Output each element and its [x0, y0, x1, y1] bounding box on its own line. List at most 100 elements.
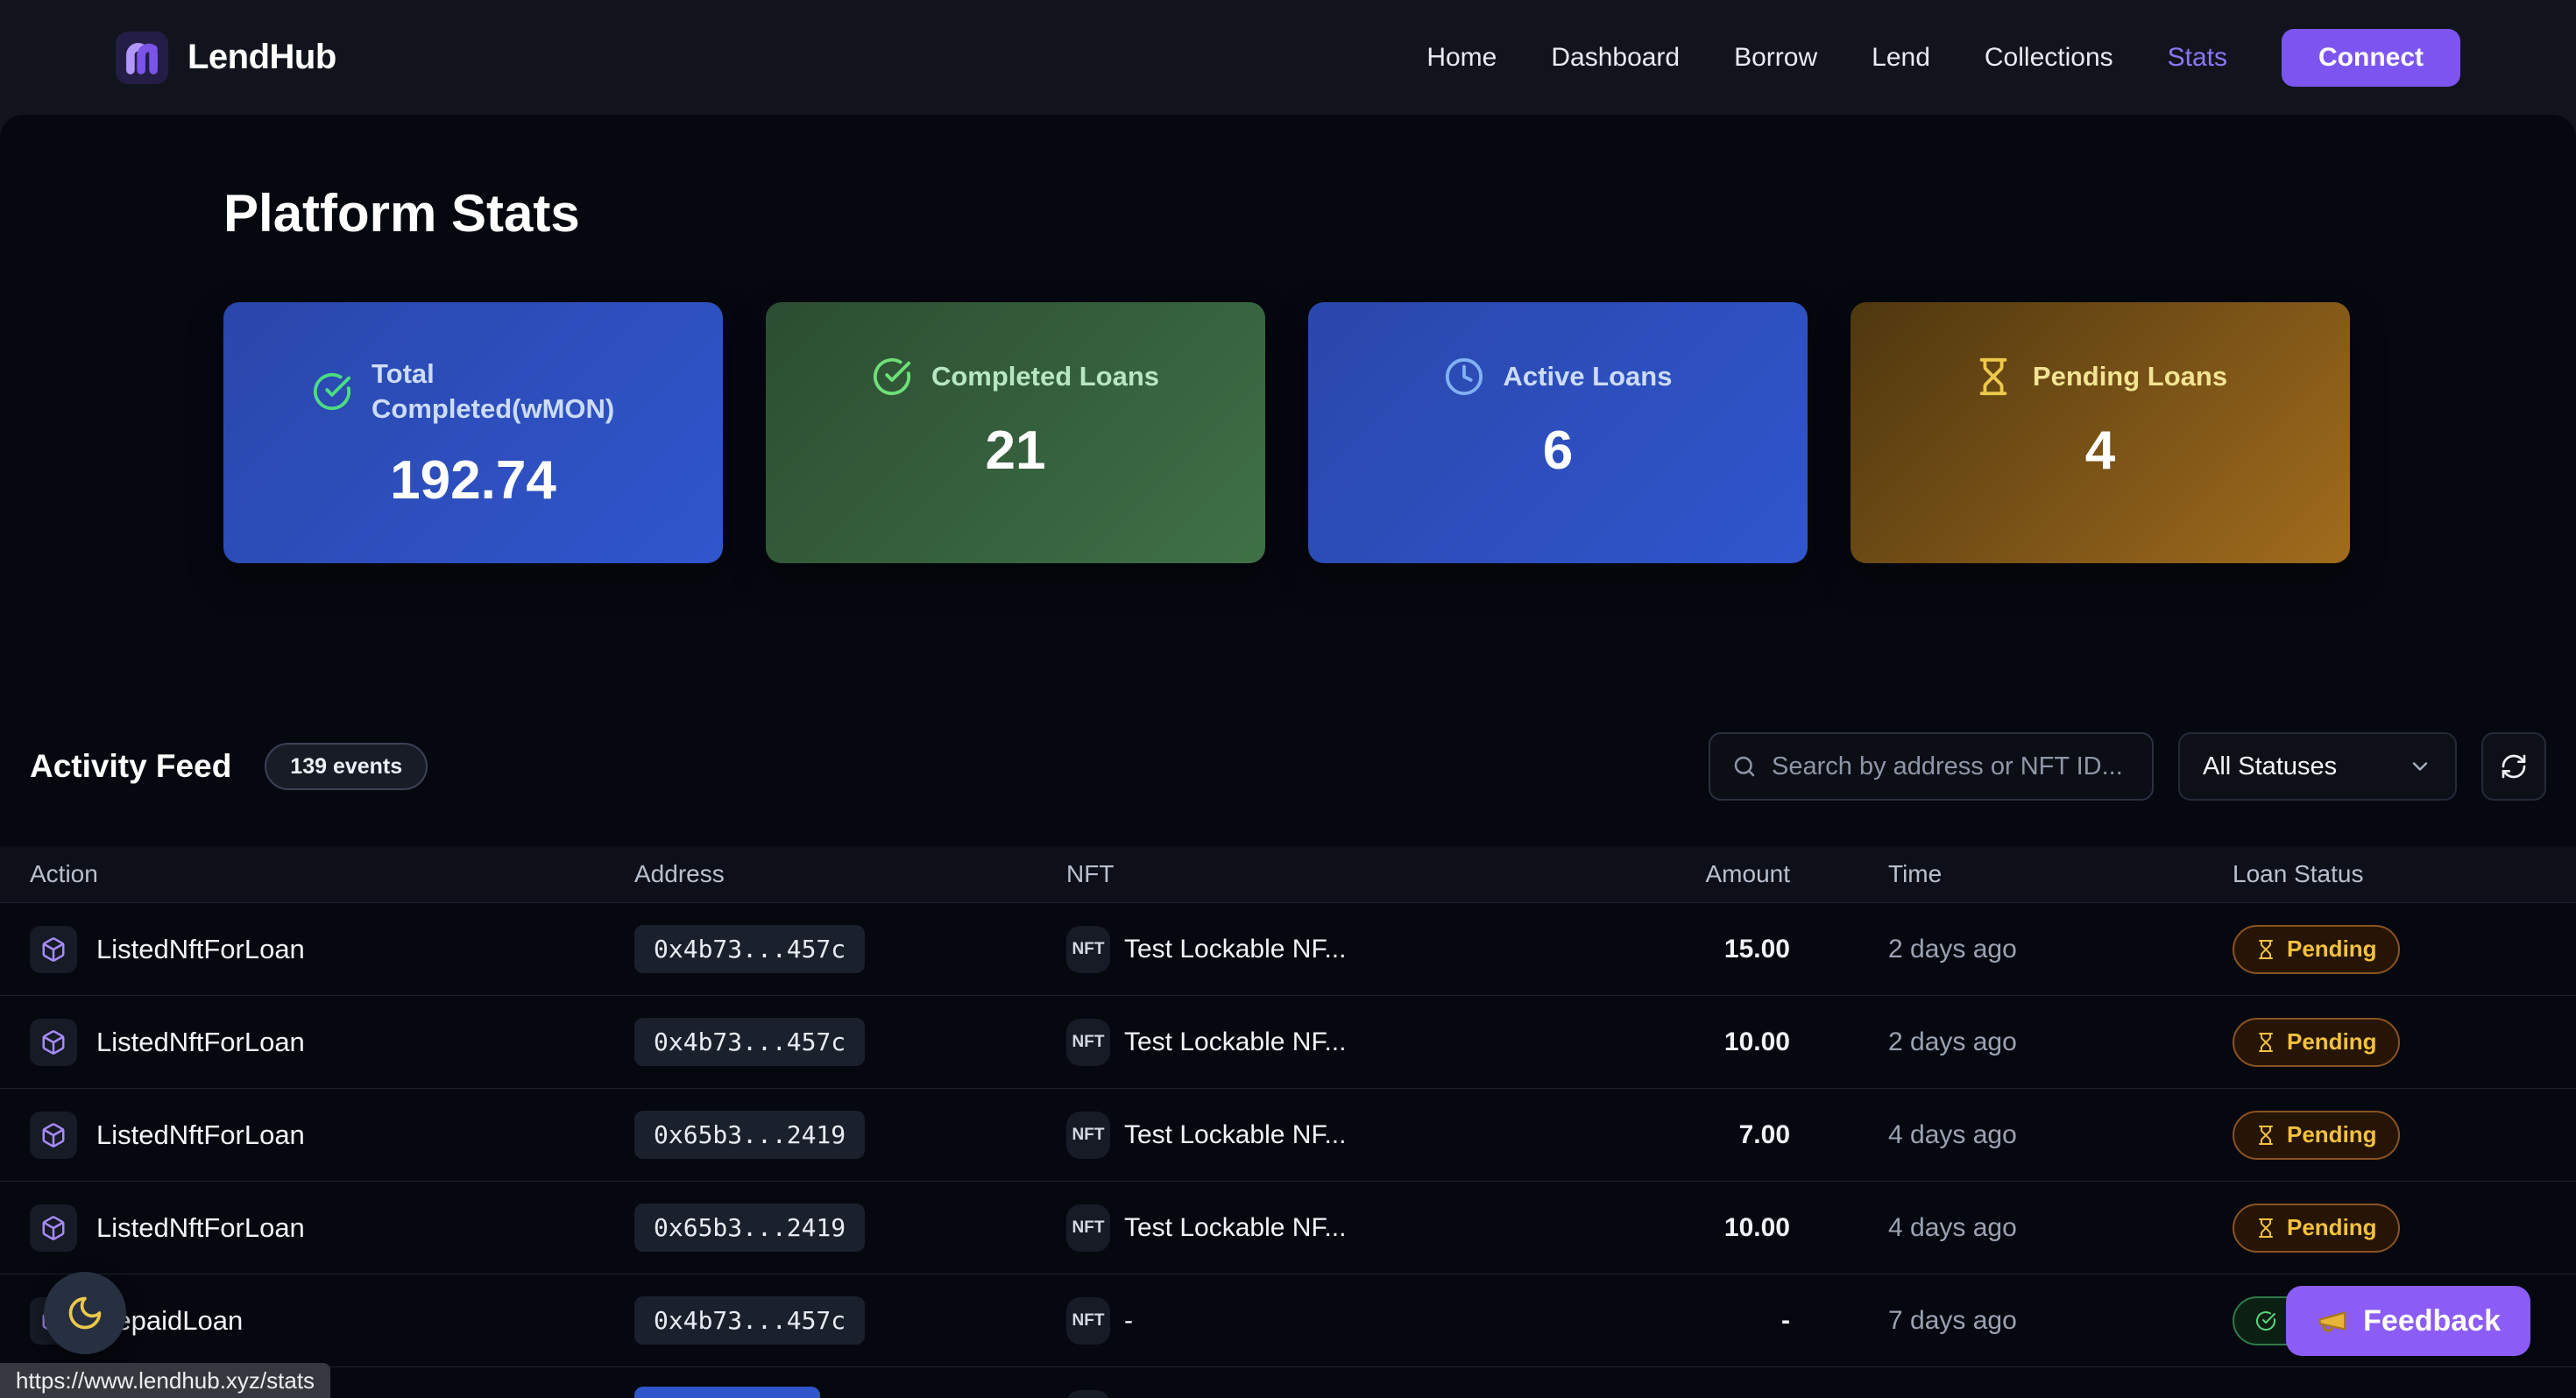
action-label: ListedNftForLoan — [96, 1211, 305, 1243]
table-row[interactable]: ListedNftForLoan 0x65b3...2419 NFT Test … — [0, 1088, 2576, 1181]
search-input[interactable] — [1772, 752, 2131, 781]
circle-check-icon — [2255, 1310, 2276, 1331]
connect-wallet-button[interactable]: Connect — [2282, 28, 2460, 87]
theme-toggle-button[interactable] — [44, 1272, 126, 1354]
moon-icon — [66, 1294, 104, 1332]
nft-chip: NFT — [1066, 1018, 1110, 1066]
status-badge: Pending — [2233, 1017, 2400, 1067]
stat-card-value: 4 — [2084, 420, 2116, 481]
package-icon — [30, 1018, 77, 1066]
platform-stats-section: Platform Stats Total Completed(wMON) 192… — [0, 115, 2576, 563]
clock-icon — [1444, 357, 1484, 397]
action-label: ListedNftForLoan — [96, 1119, 305, 1150]
main-panel: Platform Stats Total Completed(wMON) 192… — [0, 115, 2576, 1398]
brand[interactable]: LendHub — [116, 31, 336, 84]
time-value: 2 days ago — [1888, 934, 2017, 964]
nft-chip: NFT — [1066, 925, 1110, 973]
stat-card-label: Active Loans — [1503, 361, 1673, 392]
nav-link-lend[interactable]: Lend — [1872, 42, 1930, 72]
package-icon — [30, 1111, 77, 1159]
stat-card-label: Completed Loans — [931, 361, 1160, 392]
amount-value: 10.00 — [1723, 1027, 1790, 1056]
megaphone-icon — [2316, 1304, 2349, 1338]
address-chip[interactable]: 0x4b73...457c — [634, 1296, 866, 1345]
refresh-button[interactable] — [2481, 732, 2546, 801]
hourglass-icon — [2255, 1125, 2276, 1146]
table-row-partial[interactable] — [0, 1366, 2576, 1398]
col-time: Time — [1888, 860, 1943, 887]
nav-link-dashboard[interactable]: Dashboard — [1551, 42, 1681, 72]
hourglass-icon — [2255, 939, 2276, 960]
time-value: 4 days ago — [1888, 1119, 2017, 1149]
top-nav: LendHub Home Dashboard Borrow Lend Colle… — [0, 0, 2576, 115]
stat-card-value: 6 — [1542, 420, 1574, 481]
feedback-button[interactable]: Feedback — [2286, 1286, 2530, 1356]
address-chip[interactable]: 0x4b73...457c — [634, 1018, 866, 1066]
status-label: Pending — [2287, 1214, 2377, 1240]
lendhub-logo-icon — [116, 31, 168, 84]
address-chip[interactable] — [634, 1387, 820, 1398]
nft-name: Test Lockable NF... — [1124, 1027, 1347, 1056]
nft-name: - — [1124, 1305, 1133, 1335]
nav-links: Home Dashboard Borrow Lend Collections S… — [1426, 28, 2460, 87]
stat-card-value: 21 — [985, 420, 1046, 481]
col-nft: NFT — [1066, 860, 1115, 887]
status-filter-select[interactable]: All Statuses — [2178, 732, 2457, 801]
time-value: 2 days ago — [1888, 1027, 2017, 1056]
circle-check-icon — [312, 371, 352, 412]
action-label: ListedNftForLoan — [96, 933, 305, 964]
status-label: Pending — [2287, 1028, 2377, 1055]
status-badge: Pending — [2233, 924, 2400, 974]
address-chip[interactable]: 0x4b73...457c — [634, 925, 866, 973]
status-label: Pending — [2287, 1121, 2377, 1147]
col-action: Action — [30, 860, 98, 887]
nav-link-borrow[interactable]: Borrow — [1734, 42, 1818, 72]
status-label: Pending — [2287, 936, 2377, 962]
package-icon — [30, 925, 77, 973]
nft-name: Test Lockable NF... — [1124, 1212, 1347, 1242]
nft-name: Test Lockable NF... — [1124, 934, 1347, 964]
stat-card-pending-loans: Pending Loans 4 — [1851, 302, 2350, 563]
nft-name: Test Lockable NF... — [1124, 1119, 1347, 1149]
stat-cards: Total Completed(wMON) 192.74 Completed L… — [223, 302, 2353, 563]
col-address: Address — [634, 860, 725, 887]
status-bar-url: https://www.lendhub.xyz/stats — [0, 1363, 331, 1398]
feedback-label: Feedback — [2363, 1303, 2501, 1338]
stat-card-total-completed: Total Completed(wMON) 192.74 — [223, 302, 723, 563]
table-row[interactable]: ListedNftForLoan 0x65b3...2419 NFT Test … — [0, 1181, 2576, 1274]
brand-name: LendHub — [188, 38, 336, 76]
amount-value: 7.00 — [1738, 1119, 1790, 1149]
activity-feed-section: Activity Feed 139 events All Statuses — [0, 732, 2576, 1398]
activity-feed-title: Activity Feed — [30, 748, 232, 784]
hourglass-icon — [2255, 1218, 2276, 1239]
table-row[interactable]: RepaidLoan 0x4b73...457c NFT - - 7 days … — [0, 1274, 2576, 1366]
amount-value: 15.00 — [1723, 934, 1790, 964]
hourglass-icon — [1973, 357, 2013, 397]
table-header: Action Address NFT Amount Time Loan Stat… — [0, 846, 2576, 902]
amount-value: - — [1781, 1305, 1790, 1335]
address-chip[interactable]: 0x65b3...2419 — [634, 1111, 866, 1159]
stat-card-label: Total Completed(wMON) — [372, 358, 615, 424]
action-label: ListedNftForLoan — [96, 1026, 305, 1057]
amount-value: 10.00 — [1723, 1212, 1790, 1242]
nav-link-stats[interactable]: Stats — [2167, 42, 2227, 72]
activity-table: Action Address NFT Amount Time Loan Stat… — [0, 846, 2576, 1398]
status-badge: Pending — [2233, 1110, 2400, 1160]
stat-card-value: 192.74 — [390, 450, 556, 511]
hourglass-icon — [2255, 1032, 2276, 1053]
package-icon — [30, 1204, 77, 1252]
col-loan-status: Loan Status — [2233, 860, 2364, 887]
page-title: Platform Stats — [223, 184, 580, 243]
nft-chip: NFT — [1066, 1296, 1110, 1345]
stat-card-label: Pending Loans — [2032, 361, 2228, 392]
table-row[interactable]: ListedNftForLoan 0x4b73...457c NFT Test … — [0, 902, 2576, 995]
stat-card-completed-loans: Completed Loans 21 — [766, 302, 1265, 563]
nav-link-home[interactable]: Home — [1426, 42, 1497, 72]
col-amount: Amount — [1705, 860, 1791, 887]
search-icon — [1731, 753, 1758, 780]
address-chip[interactable]: 0x65b3...2419 — [634, 1204, 866, 1252]
nav-link-collections[interactable]: Collections — [1984, 42, 2113, 72]
table-row[interactable]: ListedNftForLoan 0x4b73...457c NFT Test … — [0, 995, 2576, 1088]
circle-check-icon — [872, 357, 912, 397]
time-value: 7 days ago — [1888, 1305, 2017, 1335]
